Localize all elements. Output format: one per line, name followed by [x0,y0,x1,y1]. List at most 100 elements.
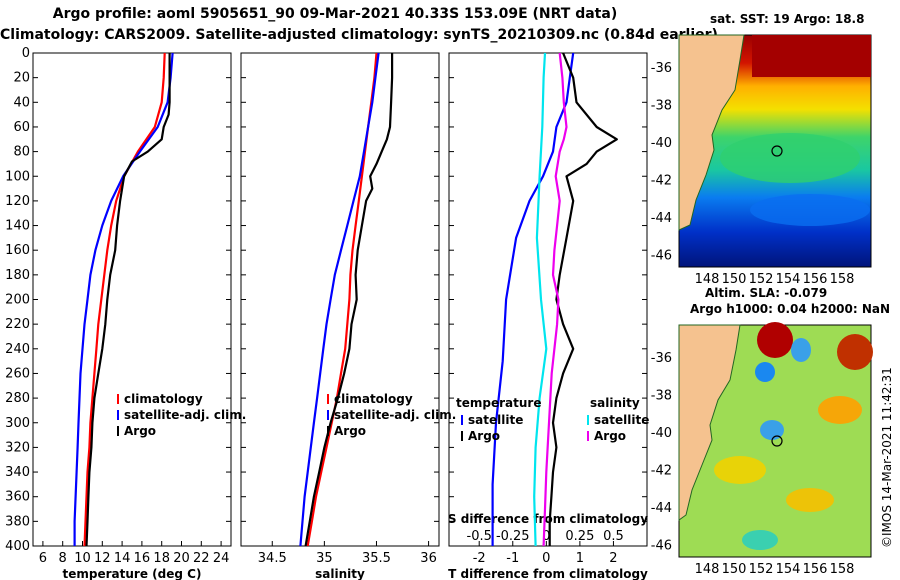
x-tick-label: 24 [213,551,230,566]
x-tick-label: 0 [542,551,550,566]
series-line-argo [85,53,171,547]
map-lon-label: 154 [776,562,801,577]
top-axis-tick-label: 0.25 [565,529,594,544]
x-tick-label: 18 [153,551,170,566]
map-lon-label: 152 [749,562,774,577]
y-tick-label: 140 [5,219,30,234]
legend-label: satellite-adj. clim. [124,408,246,422]
x-tick-label: -2 [473,551,486,566]
y-tick-label: 360 [5,490,30,505]
x-tick-label: 10 [74,551,91,566]
y-tick-label: 320 [5,440,30,455]
legend-heading: temperature [456,396,541,410]
panel-frame-3 [448,52,648,547]
map-lon-label: 150 [722,562,747,577]
sla-map-title-line1: Altim. SLA: -0.079 [705,286,828,300]
y-tick-label: 280 [5,391,30,406]
series-line-climatology [306,52,378,547]
legend-label: Argo [334,424,366,438]
top-axis-tick-label: 0.5 [603,529,624,544]
y-tick-label: 100 [5,169,30,184]
imos-timestamp: ©IMOS 14-Mar-2021 11:42:31 [880,367,894,548]
x-tick-label: 16 [134,551,151,566]
series-line-satellite-adj-clim- [73,52,174,546]
map-lat-label: -42 [651,464,672,479]
y-tick-label: 380 [5,514,30,529]
y-tick-label: 20 [13,71,30,86]
top-axis-tick-label: 0 [542,529,550,544]
panel-frame-1 [32,52,232,547]
y-tick-label: 400 [5,539,30,554]
x-tick-label: 36 [420,551,437,566]
x-tick-label: -1 [506,551,519,566]
x-tick-label: 1 [576,551,584,566]
legend-label: climatology [334,392,413,406]
map-lat-label: -42 [651,174,672,189]
series-line-climatology [83,52,166,547]
map-lat-label: -40 [651,136,672,151]
top-axis-label: S difference from climatology [448,512,648,526]
map-lon-label: 158 [830,272,855,287]
series-line-salinity-satellite [533,52,548,547]
y-tick-label: 80 [13,145,30,160]
top-axis-tick-label: -0.25 [496,529,530,544]
x-axis-label: T difference from climatology [448,567,648,580]
map-lon-label: 150 [722,272,747,287]
map-lon-label: 154 [776,272,801,287]
map-lon-label: 152 [749,272,774,287]
map-lat-label: -36 [651,61,672,76]
legend-heading: salinity [590,396,640,410]
map-lon-label: 158 [830,562,855,577]
map-lat-label: -38 [651,389,672,404]
x-tick-label: 35 [316,551,333,566]
y-tick-label: 200 [5,293,30,308]
legend-label: satellite [594,413,649,427]
series-line-satellite-adj-clim- [299,52,380,547]
legend-label: satellite [468,413,523,427]
x-tick-label: 2 [609,551,617,566]
x-axis-label: temperature (deg C) [63,567,202,580]
sla-map-title-line2: Argo h1000: 0.04 h2000: NaN [690,302,891,316]
series-line-temperature-satellite [491,52,575,546]
map-lat-label: -44 [651,211,672,226]
y-tick-label: 300 [5,416,30,431]
x-tick-label: 12 [94,551,111,566]
map-lat-label: -46 [651,249,672,264]
y-tick-label: 260 [5,366,30,381]
x-tick-label: 8 [59,551,67,566]
x-tick-label: 35.5 [362,551,391,566]
y-tick-label: 220 [5,317,30,332]
legend-label: Argo [594,429,626,443]
y-tick-label: 160 [5,243,30,258]
legend-label: satellite-adj. clim. [334,408,456,422]
y-tick-label: 60 [13,120,30,135]
map-lon-label: 148 [695,562,720,577]
y-tick-label: 0 [22,46,30,61]
x-tick-label: 14 [114,551,131,566]
map-lon-label: 156 [803,562,828,577]
y-tick-label: 240 [5,342,30,357]
series-line-temperature-argo [548,52,618,546]
x-tick-label: 22 [193,551,210,566]
chart-title-line1: Argo profile: aoml 5905651_90 09-Mar-202… [52,6,618,22]
y-tick-label: 120 [5,194,30,209]
chart-title-line2: Climatology: CARS2009. Satellite-adjuste… [0,27,718,43]
legend-label: Argo [468,429,500,443]
map-lat-label: -40 [651,426,672,441]
sst-map-title: sat. SST: 19 Argo: 18.8 [710,12,865,26]
y-tick-label: 40 [13,95,30,110]
map-lon-label: 156 [803,272,828,287]
series-line-salinity-argo [542,52,568,547]
y-tick-label: 340 [5,465,30,480]
series-line-argo [304,53,394,547]
map-lon-label: 148 [695,272,720,287]
map-lat-label: -46 [651,539,672,554]
legend-label: climatology [124,392,203,406]
x-tick-label: 20 [173,551,190,566]
map-lat-label: -36 [651,351,672,366]
x-tick-label: 6 [39,551,47,566]
map-lat-label: -44 [651,501,672,516]
map-lat-label: -38 [651,99,672,114]
top-axis-tick-label: -0.5 [467,529,492,544]
